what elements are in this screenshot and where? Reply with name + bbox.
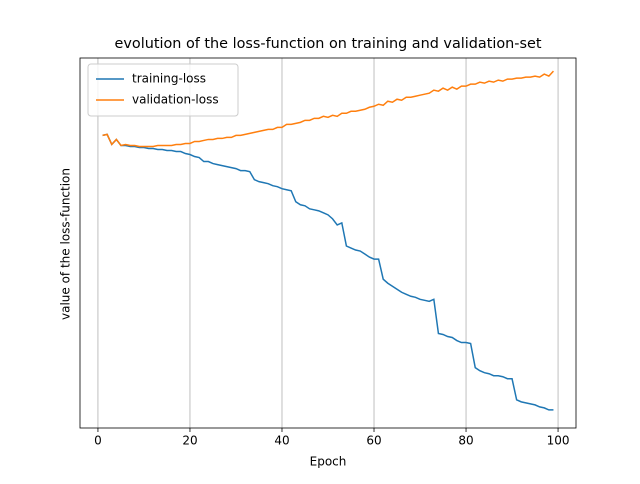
x-tick-label: 20	[182, 434, 197, 448]
legend: training-loss validation-loss	[87, 63, 239, 117]
legend-label: validation-loss	[132, 93, 219, 107]
x-tick-label: 100	[547, 434, 570, 448]
line-series	[102, 70, 555, 148]
y-axis-label: value of the loss-function	[59, 168, 73, 320]
x-tick-label: 40	[274, 434, 289, 448]
plot-frame	[79, 57, 577, 429]
x-tick-label: 80	[458, 434, 473, 448]
x-axis-label: Epoch	[310, 455, 347, 469]
x-tick-label: 0	[94, 434, 102, 448]
legend-label: training-loss	[132, 72, 206, 86]
x-tick-label: 60	[366, 434, 381, 448]
chart-title: evolution of the loss-function on traini…	[115, 36, 542, 52]
line-series	[102, 133, 554, 411]
legend-box	[87, 63, 239, 117]
